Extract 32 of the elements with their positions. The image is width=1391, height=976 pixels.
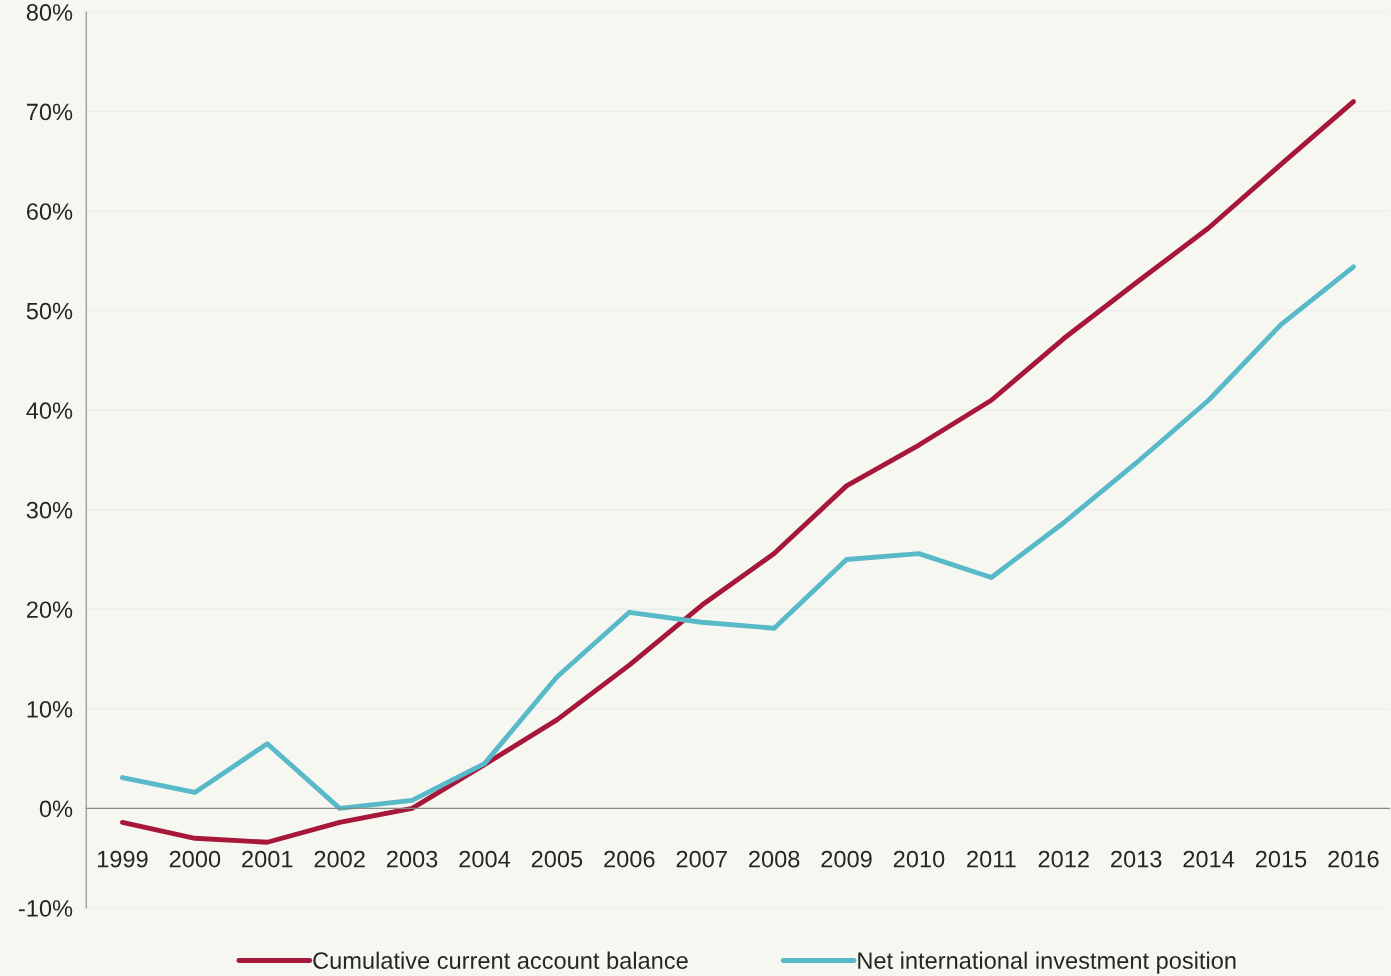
x-tick-label: 2014 [1183, 850, 1235, 868]
line-series [120, 264, 1356, 811]
x-tick-label: 2006 [604, 850, 655, 868]
x-tick-label: 2005 [531, 850, 583, 868]
x-tick-label: 2012 [1038, 850, 1089, 868]
x-tick-label: 2004 [459, 850, 511, 868]
x-tick-label: 2002 [314, 850, 365, 868]
y-tick-label: 20% [26, 601, 73, 619]
x-tick-label: 2000 [169, 850, 221, 868]
y-tick-label: 50% [26, 302, 73, 320]
y-tick-label: 60% [26, 203, 73, 220]
x-tick-label: 1999 [97, 850, 148, 868]
y-tick-label: 80% [26, 4, 73, 21]
y-tick-label: 0% [39, 800, 73, 818]
x-tick-label: 2008 [749, 850, 800, 868]
x-tick-label: 2001 [242, 850, 293, 868]
x-tick-label: 2007 [676, 850, 727, 868]
y-tick-label: 40% [26, 402, 73, 419]
legend-label: Net international investment position [858, 951, 1236, 974]
x-tick-label: 2003 [387, 850, 438, 868]
legend-label: Cumulative current account balance [313, 951, 688, 969]
y-tick-label: 70% [27, 103, 73, 121]
x-tick-label: 2011 [967, 850, 1016, 868]
x-tick-label: 2013 [1111, 850, 1162, 868]
x-tick-label: 2009 [821, 850, 872, 868]
x-tick-label: 2010 [893, 850, 945, 868]
line-series [120, 99, 1356, 845]
y-tick-label: 30% [26, 501, 73, 519]
y-tick-label: 10% [27, 700, 73, 718]
y-tick-label: -10% [18, 900, 73, 917]
x-tick-label: 2015 [1255, 850, 1307, 868]
x-tick-label: 2016 [1328, 850, 1379, 868]
